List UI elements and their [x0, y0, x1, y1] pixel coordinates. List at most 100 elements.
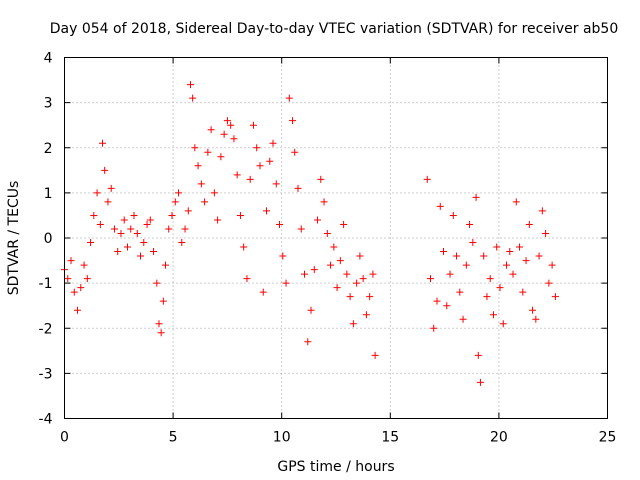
data-point [259, 288, 267, 296]
data-point [336, 257, 344, 265]
data-point [253, 144, 261, 152]
data-point [272, 180, 280, 188]
data-point [294, 184, 302, 192]
data-point [317, 175, 325, 183]
y-axis-label: SDTVAR / TECUs [6, 181, 22, 296]
axis-ticks: 0 5 10 15 20 25 -4 -3 -2 -1 0 1 2 3 4 [39, 51, 617, 446]
data-point [472, 193, 480, 201]
data-point [310, 266, 318, 274]
data-point [201, 198, 209, 206]
data-point [307, 306, 315, 314]
data-point [123, 243, 131, 251]
data-point [266, 157, 274, 165]
data-point [130, 211, 138, 219]
data-point [282, 279, 290, 287]
data-point [227, 121, 235, 129]
data-point [512, 198, 520, 206]
data-point [535, 252, 543, 260]
data-point [538, 207, 546, 215]
data-point [285, 94, 293, 102]
data-point [532, 315, 540, 323]
data-point [99, 139, 107, 147]
x-tick-label: 15 [381, 430, 399, 446]
data-point [155, 320, 163, 328]
data-point [366, 293, 374, 301]
data-point [483, 293, 491, 301]
x-tick-label: 10 [273, 430, 291, 446]
data-point [362, 311, 370, 319]
data-point [436, 202, 444, 210]
data-point [522, 257, 530, 265]
data-point [371, 351, 379, 359]
data-point [127, 225, 135, 233]
data-point [256, 162, 264, 170]
data-point [499, 320, 507, 328]
data-point [96, 220, 104, 228]
data-point [426, 275, 434, 283]
data-point [114, 248, 122, 256]
data-point [67, 257, 75, 265]
data-point [107, 184, 115, 192]
data-point [217, 153, 225, 161]
data-point [289, 117, 297, 125]
data-point [178, 239, 186, 247]
data-point [150, 248, 158, 256]
data-point [204, 148, 212, 156]
data-point [542, 229, 550, 237]
data-point [246, 175, 254, 183]
plot-frame [64, 57, 608, 419]
data-point [480, 252, 488, 260]
data-point [330, 243, 338, 251]
data-point [297, 225, 305, 233]
data-point [101, 166, 109, 174]
y-tick-label: 3 [44, 96, 53, 112]
data-point [456, 288, 464, 296]
data-point [333, 284, 341, 292]
data-point [301, 270, 309, 278]
data-point [519, 288, 527, 296]
data-point [243, 275, 251, 283]
data-point [346, 293, 354, 301]
data-point [279, 252, 287, 260]
chart-title: Day 054 of 2018, Sidereal Day-to-day VTE… [50, 21, 619, 37]
data-point [446, 270, 454, 278]
data-point [529, 306, 537, 314]
data-point [323, 229, 331, 237]
data-point [489, 311, 497, 319]
data-point [223, 117, 231, 125]
data-point [469, 239, 477, 247]
data-point [503, 261, 511, 269]
data-point [314, 216, 322, 224]
data-point [349, 320, 357, 328]
data-point [93, 189, 101, 197]
data-point [548, 261, 556, 269]
data-point [493, 243, 501, 251]
data-point [320, 198, 328, 206]
data-point [181, 225, 189, 233]
data-point [453, 252, 461, 260]
x-axis-label: GPS time / hours [277, 459, 394, 475]
data-point [356, 252, 364, 260]
data-point [433, 297, 441, 305]
data-point [189, 94, 197, 102]
data-point [506, 248, 514, 256]
y-tick-label: -2 [39, 321, 53, 337]
data-point [486, 275, 494, 283]
data-point [210, 189, 218, 197]
data-point [133, 229, 141, 237]
data-point [236, 211, 244, 219]
data-point [240, 243, 248, 251]
data-point [120, 216, 128, 224]
data-point [137, 252, 145, 260]
data-point [476, 378, 484, 386]
data-point [249, 121, 257, 129]
data-point [353, 279, 361, 287]
data-point [186, 81, 194, 89]
grid [64, 57, 608, 419]
data-point [516, 243, 524, 251]
data-point [525, 220, 533, 228]
data-point [161, 261, 169, 269]
data-point [171, 198, 179, 206]
data-point [117, 229, 125, 237]
